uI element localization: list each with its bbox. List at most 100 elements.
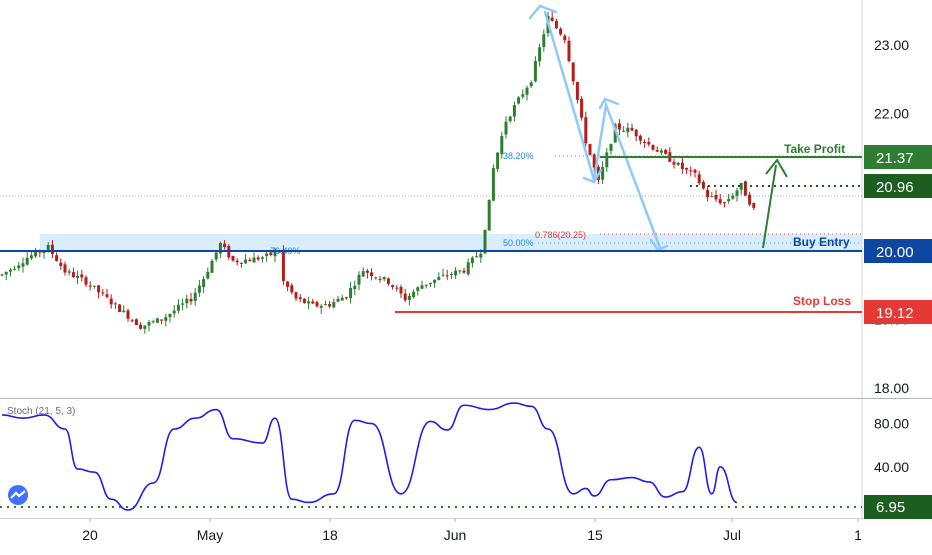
candle-up xyxy=(151,321,155,323)
candle-down xyxy=(617,123,621,130)
stochastic-panel: Stoch (21, 5, 3) xyxy=(0,402,862,511)
candle-up xyxy=(731,195,735,199)
candle-up xyxy=(76,275,80,278)
candle-down xyxy=(630,127,634,131)
candle-down xyxy=(298,297,302,300)
candle-down xyxy=(592,154,596,168)
candle-up xyxy=(626,127,630,133)
candle-down xyxy=(160,319,164,321)
candle-down xyxy=(59,262,63,266)
candle-down xyxy=(378,278,382,280)
candle-up xyxy=(613,124,617,143)
candle-down xyxy=(697,174,701,184)
candle-up xyxy=(349,287,353,299)
candle-down xyxy=(134,319,138,326)
candle-up xyxy=(29,255,33,259)
candle-up xyxy=(382,276,386,280)
candle-down xyxy=(580,98,584,118)
candle-down xyxy=(685,167,689,170)
candle-down xyxy=(706,189,710,198)
candle-up xyxy=(172,310,176,314)
candle-up xyxy=(46,244,50,252)
candle-up xyxy=(605,152,609,168)
candle-up xyxy=(508,116,512,121)
candle-up xyxy=(512,105,516,117)
candle-down xyxy=(689,170,693,172)
candle-down xyxy=(718,199,722,204)
candle-up xyxy=(361,271,365,277)
candle-up xyxy=(260,257,264,259)
candle-up xyxy=(601,166,605,180)
candle-down xyxy=(752,203,756,209)
candle-up xyxy=(193,292,197,301)
candle-up xyxy=(470,257,474,264)
candle-down xyxy=(743,181,747,196)
candle-up xyxy=(155,318,159,323)
time-tick-label: May xyxy=(197,527,223,543)
candle-up xyxy=(487,199,491,231)
candle-up xyxy=(92,285,96,287)
time-tick-label: 20 xyxy=(82,527,98,543)
price-level-tag xyxy=(864,145,932,169)
pattern-arrowhead xyxy=(582,168,603,184)
time-tick-label: 1 xyxy=(854,527,862,543)
chart-logo xyxy=(8,485,28,505)
candle-up xyxy=(412,291,416,298)
stoch-tick-label: 40.00 xyxy=(874,459,909,475)
time-tick-label: Jun xyxy=(444,527,467,543)
candle-down xyxy=(50,244,54,254)
candle-up xyxy=(609,144,613,151)
time-axis[interactable]: 20 May 18 Jun 15 Jul 1 xyxy=(82,518,862,543)
candle-up xyxy=(483,229,487,254)
candle-up xyxy=(340,297,344,301)
candle-up xyxy=(122,310,126,312)
candle-down xyxy=(97,285,101,293)
candle-up xyxy=(323,303,327,305)
candle-down xyxy=(554,21,558,29)
candle-down xyxy=(126,310,130,319)
candle-down xyxy=(71,272,75,278)
candle-up xyxy=(197,285,201,293)
candle-down xyxy=(139,324,143,329)
candle-down xyxy=(294,292,298,299)
price-level-tag-label: 20.96 xyxy=(876,179,914,196)
candles xyxy=(0,11,756,334)
candle-down xyxy=(386,278,390,284)
stoch-value-tag xyxy=(864,495,932,519)
candle-up xyxy=(332,301,336,308)
candle-up xyxy=(525,87,529,95)
price-tick-label: 18.00 xyxy=(874,380,909,396)
candle-up xyxy=(424,284,428,286)
candle-down xyxy=(235,260,239,263)
candle-up xyxy=(416,287,420,292)
candle-up xyxy=(21,263,25,267)
candle-down xyxy=(365,270,369,273)
candle-down xyxy=(567,40,571,62)
candle-down xyxy=(239,262,243,264)
candle-up xyxy=(206,271,210,279)
candle-up xyxy=(13,268,17,270)
candle-down xyxy=(55,255,59,262)
candle-up xyxy=(8,269,12,272)
candle-up xyxy=(407,295,411,300)
candle-up xyxy=(210,260,214,273)
time-tick-label: 18 xyxy=(322,527,338,543)
projection-arrow xyxy=(762,164,777,249)
price-axis[interactable]: 23.0022.0021.0020.0019.0018.0021.3720.96… xyxy=(864,37,932,396)
price-panel: 38.20%50.00%0.786(20.25)76.40%Take Profi… xyxy=(0,4,862,334)
stoch-line xyxy=(1,402,738,511)
candle-down xyxy=(563,35,567,41)
candle-up xyxy=(252,257,256,263)
candle-down xyxy=(231,256,235,261)
candle-up xyxy=(147,322,151,326)
price-level-tag-label: 20.00 xyxy=(876,244,914,261)
candle-up xyxy=(491,168,495,201)
candle-up xyxy=(17,265,21,269)
candle-down xyxy=(651,145,655,150)
candle-up xyxy=(433,279,437,283)
candle-up xyxy=(735,190,739,196)
candle-down xyxy=(109,298,113,305)
candle-down xyxy=(248,259,252,262)
candle-up xyxy=(277,251,281,253)
candle-up xyxy=(34,250,38,257)
